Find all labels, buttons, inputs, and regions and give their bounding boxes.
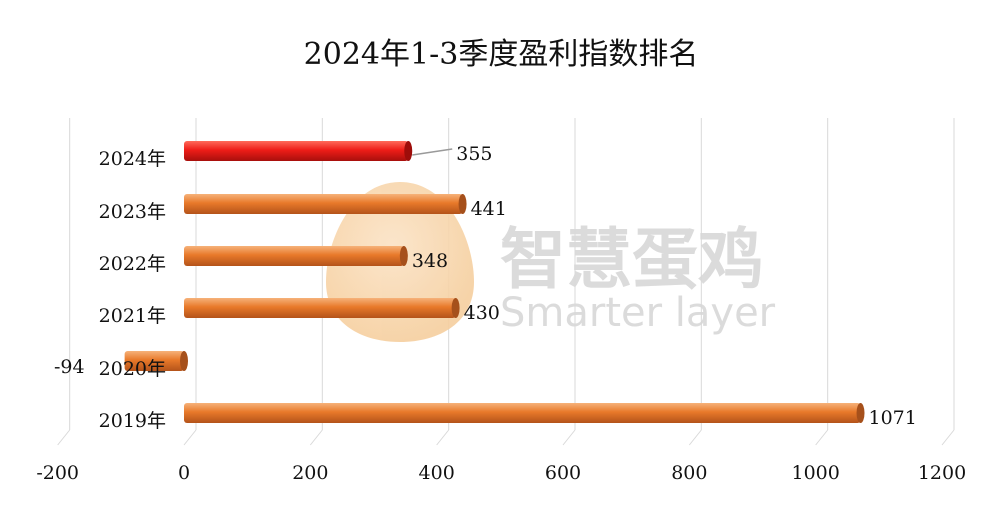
data-label: -94 [54, 356, 85, 378]
bar [184, 141, 409, 161]
data-label-leader-line [412, 148, 453, 156]
category-label: 2023年 [99, 201, 166, 223]
bar-end-cap [404, 141, 413, 161]
watermark-en-text: Smarter layer [500, 290, 776, 336]
gridline-floor [309, 429, 323, 446]
bar-end-cap [399, 246, 408, 266]
bar-end-cap [458, 194, 467, 214]
x-tick-label: 200 [292, 462, 328, 484]
bar-end-cap [451, 298, 460, 318]
gridline-floor [941, 429, 955, 446]
bar-end-cap [856, 403, 865, 423]
x-tick-label: 1200 [918, 462, 966, 484]
gridline-floor [562, 429, 576, 446]
gridline-floor [688, 429, 702, 446]
data-label: 348 [412, 250, 448, 272]
category-label: 2020年 [99, 358, 166, 380]
data-label: 1071 [869, 407, 917, 429]
gridline-floor [815, 429, 829, 446]
x-tick-label: 400 [419, 462, 455, 484]
bar [184, 298, 456, 318]
category-label: 2024年 [99, 148, 166, 170]
x-tick-label: 800 [671, 462, 707, 484]
x-tick-label: 0 [178, 462, 190, 484]
x-tick-label: 1000 [791, 462, 839, 484]
gridline-floor [436, 429, 450, 446]
data-label: 430 [464, 302, 500, 324]
category-label: 2022年 [99, 253, 166, 275]
bar [124, 351, 184, 371]
bar-end-cap [180, 351, 188, 371]
x-tick-label: 600 [545, 462, 581, 484]
gridline-floor [57, 429, 71, 446]
bars [124, 141, 865, 423]
chart-title: 2024年1-3季度盈利指数排名 [304, 37, 699, 72]
bar [184, 403, 861, 423]
gridline-floor [183, 429, 197, 446]
data-label: 441 [471, 198, 507, 220]
bar [184, 194, 463, 214]
category-label: 2021年 [99, 305, 166, 327]
data-label: 355 [456, 143, 492, 165]
category-label: 2019年 [99, 410, 166, 432]
watermark-cn-text: 智慧蛋鸡 [500, 221, 764, 298]
x-tick-label: -200 [36, 462, 79, 484]
bar [184, 246, 404, 266]
labels: -200 0 200 400 600 800 1000 1200 2024年 355 2023年 44… [36, 143, 966, 484]
gridlines [57, 118, 955, 446]
